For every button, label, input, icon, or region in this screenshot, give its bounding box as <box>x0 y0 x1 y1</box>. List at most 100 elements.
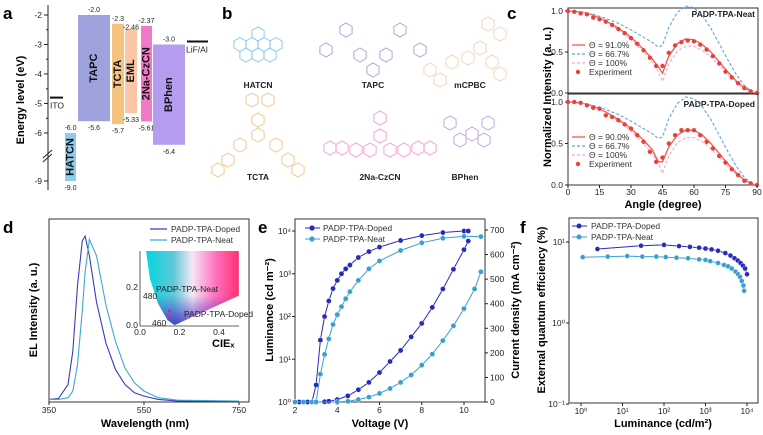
eqe-point-doped <box>742 265 748 272</box>
experiment-point <box>723 69 728 74</box>
experiment-point <box>704 47 709 52</box>
molecule-ring <box>423 62 437 78</box>
molecule-ring <box>485 54 499 70</box>
luminance-point-neat <box>334 311 341 318</box>
energy-bar-label: TCTA <box>112 60 124 89</box>
eqe-line-doped <box>597 244 748 275</box>
x-tick-label: 0 <box>566 187 571 197</box>
luminance-point-doped <box>366 248 372 255</box>
molecule-label-tcta: TCTA <box>247 172 269 182</box>
legend-marker <box>309 236 315 242</box>
y2-tick-label: 700 <box>490 225 504 235</box>
legend-label: Θ = 91.0% <box>589 40 630 50</box>
current-density-point-doped <box>345 393 351 399</box>
x-tick-label: 30 <box>626 187 636 197</box>
current-density-point-neat <box>345 398 351 405</box>
x-tick-label: 15 <box>595 187 605 197</box>
cie-label-neat: PADP-TPA-Neat <box>156 284 219 294</box>
current-density-point-doped <box>325 398 332 405</box>
legend-label: PADP-TPA-Doped <box>171 224 240 234</box>
experiment-point <box>679 39 684 45</box>
molecule-ring <box>349 142 363 158</box>
molecule-ring <box>251 112 265 128</box>
current-density-point-doped <box>429 304 436 311</box>
locus-label-480: 480 <box>143 291 157 301</box>
eqe-point-neat <box>741 288 747 294</box>
current-density-point-neat <box>355 396 362 403</box>
energy-bar-bphen <box>153 44 185 145</box>
experiment-point <box>628 126 634 131</box>
experiment-point <box>591 105 596 111</box>
luminance-point-neat <box>330 321 336 328</box>
molecule-ring <box>339 22 353 38</box>
current-density-point-doped <box>461 246 467 253</box>
energy-bar-label: BPhen <box>163 77 175 112</box>
experiment-point <box>628 35 634 41</box>
experiment-point <box>723 160 728 165</box>
energy-bar-tapc <box>78 15 110 122</box>
legend-marker <box>576 234 582 240</box>
y2-tick-label: 300 <box>490 323 504 333</box>
eqe-point-doped <box>727 252 734 259</box>
experiment-point <box>565 99 571 105</box>
current-density-point-doped <box>465 238 472 244</box>
experiment-point <box>609 114 615 120</box>
eqe-point-doped <box>744 271 750 277</box>
x-tick-label: 10⁰ <box>575 406 588 416</box>
molecule-ring <box>413 42 427 58</box>
experiment-point <box>622 122 627 127</box>
el-spectrum-doped <box>48 234 239 402</box>
y-tick-label: 0.5 <box>551 139 563 149</box>
experiment-point <box>591 15 596 20</box>
current-density-point-neat <box>313 399 319 405</box>
y-tick-label: -4 <box>34 69 42 79</box>
current-density-point-doped <box>387 358 393 365</box>
experiment-point <box>729 75 734 80</box>
y-tick-label: 10⁰ <box>552 318 565 328</box>
x-tick-label: 550 <box>137 405 151 415</box>
x-axis-label: Luminance (cd/m²) <box>614 418 712 430</box>
energy-bar-hatcn <box>65 133 76 181</box>
subplot-title: PADP-TPA-Doped <box>684 99 755 109</box>
cie-point-neat <box>168 309 172 313</box>
luminance-point-neat <box>317 371 324 377</box>
molecule-ring <box>233 36 247 53</box>
panel-label-b: b <box>222 4 232 23</box>
experiment-point <box>609 22 615 28</box>
legend-label: PADP-TPA-Neat <box>591 232 654 242</box>
molecule-ring <box>373 128 387 144</box>
y-axis-label: Normalized Intensity (a. u.) <box>542 27 554 167</box>
current-density-point-doped <box>408 334 414 340</box>
molecule-ring <box>411 140 425 156</box>
inset-y-tick-label: 0.2 <box>126 282 138 292</box>
molecule-ring <box>251 47 265 63</box>
molecule-ring <box>269 36 283 53</box>
legend-label: PADP-TPA-Neat <box>171 235 234 245</box>
y2-tick-label: 0 <box>490 397 495 407</box>
energy-bar-tcta <box>112 23 124 125</box>
experiment-point <box>679 128 684 133</box>
luminance-point-doped <box>347 262 353 268</box>
x-axis-label: Voltage (V) <box>352 418 409 430</box>
luminance-point-doped <box>376 244 383 250</box>
axis-break-mark <box>42 149 53 159</box>
experiment-point <box>691 128 697 133</box>
molecule-ring <box>481 16 495 32</box>
y-axis-label: External quantum efficiency (%) <box>536 226 548 393</box>
y-tick-label: -2 <box>34 10 42 20</box>
eqe-point-neat <box>702 257 709 263</box>
x-tick-label: 10 <box>459 405 469 415</box>
molecule-label-hatcn: HATCN <box>243 80 272 90</box>
eqe-point-doped <box>696 245 702 251</box>
legend-marker <box>576 223 582 229</box>
eqe-point-doped <box>594 246 601 252</box>
molecule-ring <box>379 47 393 63</box>
legend-marker <box>309 225 315 231</box>
y-tick-label: 1.0 <box>551 6 563 16</box>
lumo-value-label: -2.37 <box>139 18 155 25</box>
experiment-point <box>710 146 716 151</box>
molecule-ring <box>393 22 407 38</box>
molecule-ring <box>443 115 457 131</box>
y2-tick-label: 100 <box>490 372 504 382</box>
